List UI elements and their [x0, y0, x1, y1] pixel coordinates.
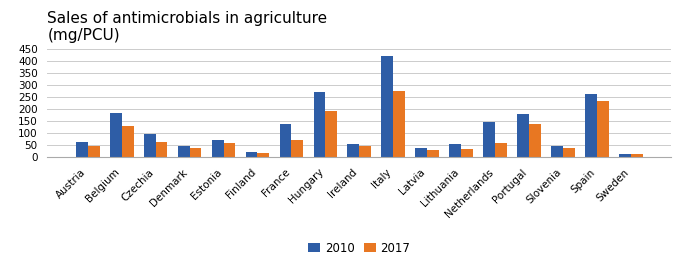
Bar — [87, 146, 100, 157]
Bar — [156, 141, 167, 157]
Bar — [325, 111, 337, 157]
Bar — [292, 140, 303, 157]
Bar — [313, 92, 325, 157]
Bar — [495, 143, 507, 157]
Bar — [382, 56, 393, 157]
Bar — [529, 124, 541, 157]
Bar — [619, 154, 631, 157]
Bar — [245, 152, 258, 157]
Text: Sales of antimicrobials in agriculture
(mg/PCU): Sales of antimicrobials in agriculture (… — [47, 11, 327, 43]
Bar — [517, 114, 529, 157]
Bar — [212, 140, 224, 157]
Bar — [483, 121, 495, 157]
Bar — [597, 101, 609, 157]
Bar — [631, 154, 643, 157]
Bar — [76, 142, 87, 157]
Bar — [359, 146, 372, 157]
Bar — [178, 146, 190, 157]
Legend: 2010, 2017: 2010, 2017 — [304, 237, 415, 259]
Bar — [347, 144, 359, 157]
Bar — [258, 153, 269, 157]
Bar — [144, 134, 156, 157]
Bar — [121, 126, 134, 157]
Bar — [224, 143, 235, 157]
Bar — [190, 147, 201, 157]
Bar — [416, 148, 427, 157]
Bar — [461, 150, 473, 157]
Bar — [563, 148, 575, 157]
Bar — [110, 113, 121, 157]
Bar — [585, 94, 597, 157]
Bar — [393, 91, 405, 157]
Bar — [427, 150, 439, 157]
Bar — [450, 144, 461, 157]
Bar — [551, 146, 563, 157]
Bar — [279, 124, 292, 157]
